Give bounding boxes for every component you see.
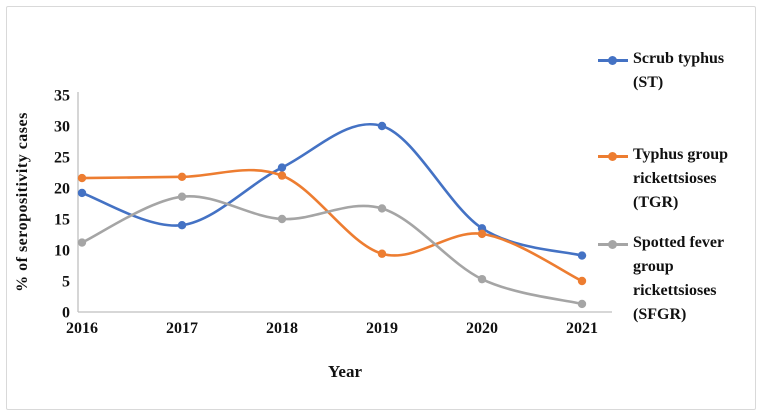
data-point [477, 229, 487, 239]
x-axis-title: Year [328, 362, 362, 381]
data-point [377, 121, 387, 131]
data-point [577, 251, 587, 260]
data-point [477, 274, 487, 284]
x-tick-label: 2019 [366, 320, 398, 337]
y-tick-label: 5 [62, 274, 70, 291]
data-point [577, 276, 587, 286]
x-tick-label: 2017 [166, 320, 198, 337]
data-point [577, 299, 587, 309]
legend-marker-tgr-icon [598, 152, 628, 161]
x-tick-label: 2018 [266, 320, 298, 337]
legend-marker-sfgr-icon [598, 240, 628, 249]
data-point [177, 192, 187, 201]
legend-item-st: Scrub typhus (ST) [598, 50, 751, 95]
y-tick-label: 20 [54, 181, 70, 198]
data-point [177, 221, 187, 230]
legend-item-tgr: Typhus group rickettsioses (TGR) [598, 146, 751, 215]
data-point [77, 173, 87, 183]
legend-label-tgr: Typhus group rickettsioses (TGR) [633, 146, 729, 211]
data-point [377, 249, 387, 258]
legend-marker-st-icon [598, 56, 628, 65]
x-tick-label: 2021 [566, 320, 598, 337]
legend-label-st: Scrub typhus (ST) [633, 50, 725, 91]
y-tick-label: 30 [54, 119, 70, 136]
series-line [80, 123, 584, 257]
y-tick-label: 35 [54, 88, 70, 105]
data-point [377, 204, 387, 213]
data-point [177, 172, 187, 182]
legend-label-sfgr: Spotted fever group rickettsioses (SFGR) [633, 234, 724, 323]
y-tick-label: 0 [62, 305, 70, 322]
y-tick-label: 15 [54, 212, 70, 229]
series-line [80, 168, 584, 283]
y-tick-label: 25 [54, 150, 70, 167]
x-tick-label: 2020 [466, 320, 498, 337]
data-point [77, 188, 87, 198]
y-axis-title: % of seropositivity cases [14, 112, 31, 292]
data-point [277, 171, 287, 180]
x-tick-label: 2016 [66, 320, 98, 337]
series-line [80, 194, 584, 306]
data-point [277, 163, 287, 172]
legend-item-sfgr: Spotted fever group rickettsioses (SFGR) [598, 234, 751, 327]
data-point [77, 238, 87, 247]
data-point [277, 214, 287, 224]
y-tick-label: 10 [54, 243, 70, 260]
